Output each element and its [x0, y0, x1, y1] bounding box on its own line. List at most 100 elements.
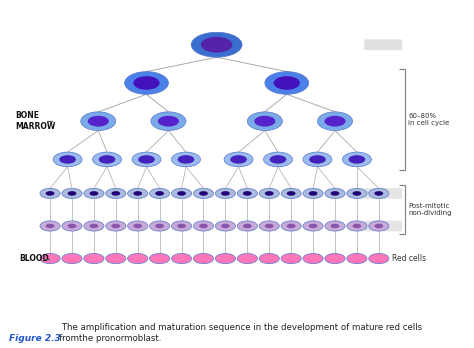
Ellipse shape: [348, 155, 365, 164]
Ellipse shape: [303, 253, 323, 264]
Ellipse shape: [221, 191, 230, 196]
Ellipse shape: [201, 37, 232, 53]
Ellipse shape: [106, 188, 126, 198]
Ellipse shape: [81, 112, 116, 130]
Ellipse shape: [230, 155, 247, 164]
Text: 60–80%
in cell cycle: 60–80% in cell cycle: [408, 113, 449, 126]
Ellipse shape: [84, 188, 104, 198]
Text: The amplification and maturation sequence in the development of mature red cells: The amplification and maturation sequenc…: [59, 323, 422, 343]
Ellipse shape: [106, 221, 126, 231]
Ellipse shape: [193, 188, 214, 198]
Ellipse shape: [59, 155, 76, 164]
Ellipse shape: [132, 152, 161, 167]
Ellipse shape: [303, 152, 332, 167]
Ellipse shape: [155, 191, 164, 196]
Ellipse shape: [237, 253, 257, 264]
Ellipse shape: [111, 224, 120, 228]
Ellipse shape: [177, 224, 186, 228]
Ellipse shape: [347, 188, 367, 198]
Ellipse shape: [193, 221, 214, 231]
Ellipse shape: [243, 224, 252, 228]
Text: Post-mitotic
non-dividing: Post-mitotic non-dividing: [408, 203, 452, 216]
Ellipse shape: [150, 221, 170, 231]
Ellipse shape: [111, 191, 120, 196]
Text: Figure 2.3: Figure 2.3: [9, 334, 61, 343]
Ellipse shape: [158, 116, 179, 127]
Ellipse shape: [215, 188, 236, 198]
Ellipse shape: [353, 224, 361, 228]
Ellipse shape: [224, 152, 253, 167]
Ellipse shape: [255, 116, 275, 127]
FancyBboxPatch shape: [365, 188, 402, 199]
Ellipse shape: [330, 191, 339, 196]
Ellipse shape: [243, 191, 252, 196]
Ellipse shape: [270, 155, 286, 164]
Ellipse shape: [138, 155, 155, 164]
Ellipse shape: [88, 116, 109, 127]
Ellipse shape: [347, 221, 367, 231]
Ellipse shape: [318, 112, 353, 130]
Ellipse shape: [325, 188, 345, 198]
Text: Red cells: Red cells: [392, 254, 426, 263]
Ellipse shape: [199, 224, 208, 228]
Ellipse shape: [325, 116, 346, 127]
Ellipse shape: [281, 253, 301, 264]
Ellipse shape: [84, 253, 104, 264]
Ellipse shape: [281, 188, 301, 198]
Ellipse shape: [128, 188, 148, 198]
Ellipse shape: [172, 253, 191, 264]
Ellipse shape: [40, 253, 60, 264]
Ellipse shape: [92, 152, 121, 167]
Text: BONE
MARROW: BONE MARROW: [15, 111, 55, 131]
Ellipse shape: [133, 224, 142, 228]
Ellipse shape: [46, 191, 55, 196]
Ellipse shape: [178, 155, 194, 164]
Ellipse shape: [177, 191, 186, 196]
Ellipse shape: [62, 221, 82, 231]
Ellipse shape: [309, 155, 326, 164]
Ellipse shape: [90, 191, 98, 196]
Ellipse shape: [172, 221, 191, 231]
FancyBboxPatch shape: [365, 39, 402, 50]
Ellipse shape: [62, 253, 82, 264]
Ellipse shape: [259, 188, 279, 198]
Ellipse shape: [259, 221, 279, 231]
Ellipse shape: [330, 224, 339, 228]
Ellipse shape: [265, 224, 273, 228]
Ellipse shape: [309, 191, 318, 196]
Ellipse shape: [265, 191, 273, 196]
Ellipse shape: [374, 191, 383, 196]
Ellipse shape: [193, 253, 214, 264]
Ellipse shape: [309, 224, 318, 228]
Ellipse shape: [347, 253, 367, 264]
Ellipse shape: [150, 253, 170, 264]
Ellipse shape: [265, 72, 309, 94]
Ellipse shape: [237, 221, 257, 231]
Ellipse shape: [325, 253, 345, 264]
Ellipse shape: [68, 224, 76, 228]
Ellipse shape: [128, 221, 148, 231]
Ellipse shape: [215, 253, 236, 264]
Ellipse shape: [303, 188, 323, 198]
Ellipse shape: [342, 152, 371, 167]
Ellipse shape: [191, 32, 242, 57]
Ellipse shape: [133, 191, 142, 196]
Ellipse shape: [237, 188, 257, 198]
Ellipse shape: [247, 112, 283, 130]
Ellipse shape: [68, 191, 76, 196]
Ellipse shape: [287, 224, 295, 228]
Ellipse shape: [199, 191, 208, 196]
Ellipse shape: [221, 224, 230, 228]
FancyBboxPatch shape: [365, 221, 402, 231]
Ellipse shape: [353, 191, 361, 196]
Ellipse shape: [106, 253, 126, 264]
Ellipse shape: [369, 188, 389, 198]
Ellipse shape: [325, 221, 345, 231]
Ellipse shape: [215, 221, 236, 231]
Ellipse shape: [53, 152, 82, 167]
Ellipse shape: [287, 191, 295, 196]
Ellipse shape: [303, 221, 323, 231]
Ellipse shape: [46, 224, 55, 228]
Ellipse shape: [273, 76, 300, 90]
Ellipse shape: [172, 152, 201, 167]
